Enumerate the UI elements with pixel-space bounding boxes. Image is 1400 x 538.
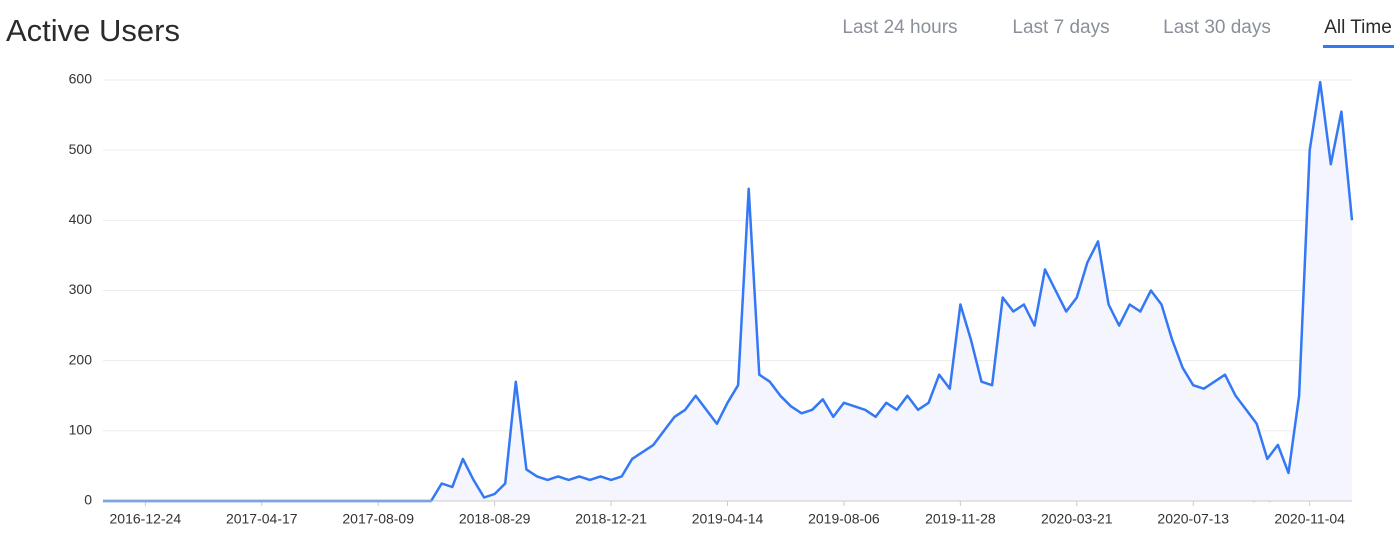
y-tick-label: 500	[69, 141, 93, 157]
x-tick-label: 2019-11-28	[925, 511, 996, 527]
x-tick-label: 2017-08-09	[342, 511, 414, 527]
chart-title: Active Users	[6, 13, 180, 48]
x-tick-label: 2020-11-04	[1274, 511, 1345, 527]
y-tick-label: 300	[69, 281, 93, 297]
area	[103, 82, 1352, 501]
y-tick-label: 200	[69, 351, 93, 367]
x-tick-label: 2018-12-21	[575, 511, 647, 527]
x-tick-label: 2018-08-29	[459, 511, 531, 527]
x-tick-label: 2019-08-06	[808, 511, 880, 527]
x-tick-label: 2019-04-14	[692, 511, 764, 527]
y-tick-label: 0	[84, 492, 92, 508]
x-tick-label: 2016-12-24	[110, 511, 182, 527]
y-tick-label: 100	[69, 422, 93, 438]
y-tick-label: 600	[69, 71, 93, 87]
tab-underline	[1323, 45, 1394, 48]
tab[interactable]: Last 30 days	[1163, 17, 1271, 38]
tab[interactable]: Last 7 days	[1012, 17, 1109, 38]
tab-bar: Last 24 hours Last 7 days Last 30 days All …	[842, 17, 1391, 38]
x-tick-label: 2020-07-13	[1157, 511, 1229, 527]
x-tick-label: 2017-04-17	[226, 511, 298, 527]
x-tick-label: 2020-03-21	[1041, 511, 1113, 527]
y-tick-label: 400	[69, 211, 93, 227]
tab[interactable]: All Time	[1324, 17, 1392, 38]
tab[interactable]: Last 24 hours	[842, 17, 957, 38]
